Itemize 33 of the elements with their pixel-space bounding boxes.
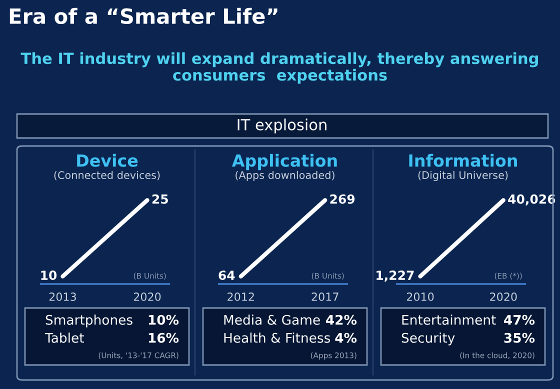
text: 42% (326, 314, 357, 325)
x-tick-label: 2017 (312, 292, 338, 301)
text: The IT industry will expand dramatically, thereby answering consumers expectations (20, 52, 538, 84)
x-tick-label: 2020 (134, 292, 161, 301)
x-tick-label: 2020 (490, 292, 517, 301)
data-label: 10 (41, 270, 57, 280)
text: Tablet (44, 332, 84, 343)
text: Smartphones (46, 314, 132, 328)
data-label: 40,026 (508, 194, 556, 206)
text: Era of a “Smarter Life” (10, 8, 278, 24)
data-label: 64 (218, 270, 235, 280)
text: IT explosion (238, 118, 326, 134)
chart-subtitle: (Apps downloaded) (236, 170, 334, 182)
x-tick-label: 2013 (49, 292, 76, 301)
text: 10% (148, 314, 179, 325)
data-label: 269 (330, 194, 355, 204)
chart-title: Information (409, 154, 517, 167)
text: Health & Fitness (224, 332, 330, 343)
text: 47% (504, 314, 535, 325)
chart-subtitle: (Digital Universe) (418, 170, 508, 182)
text: Media & Game (224, 314, 320, 325)
text: 35% (504, 332, 535, 343)
data-label: 1,227 (376, 270, 414, 282)
x-tick-label: 2010 (406, 292, 434, 301)
x-tick-label: 2012 (228, 292, 254, 301)
chart-subtitle: (Connected devices) (54, 170, 160, 180)
text: Entertainment (402, 314, 496, 325)
text: Security (402, 332, 455, 346)
text: 4% (335, 332, 357, 343)
chart-title: Device (77, 154, 138, 167)
data-label: 25 (152, 194, 168, 204)
text: 16% (148, 332, 179, 343)
chart-title: Application (232, 154, 337, 170)
